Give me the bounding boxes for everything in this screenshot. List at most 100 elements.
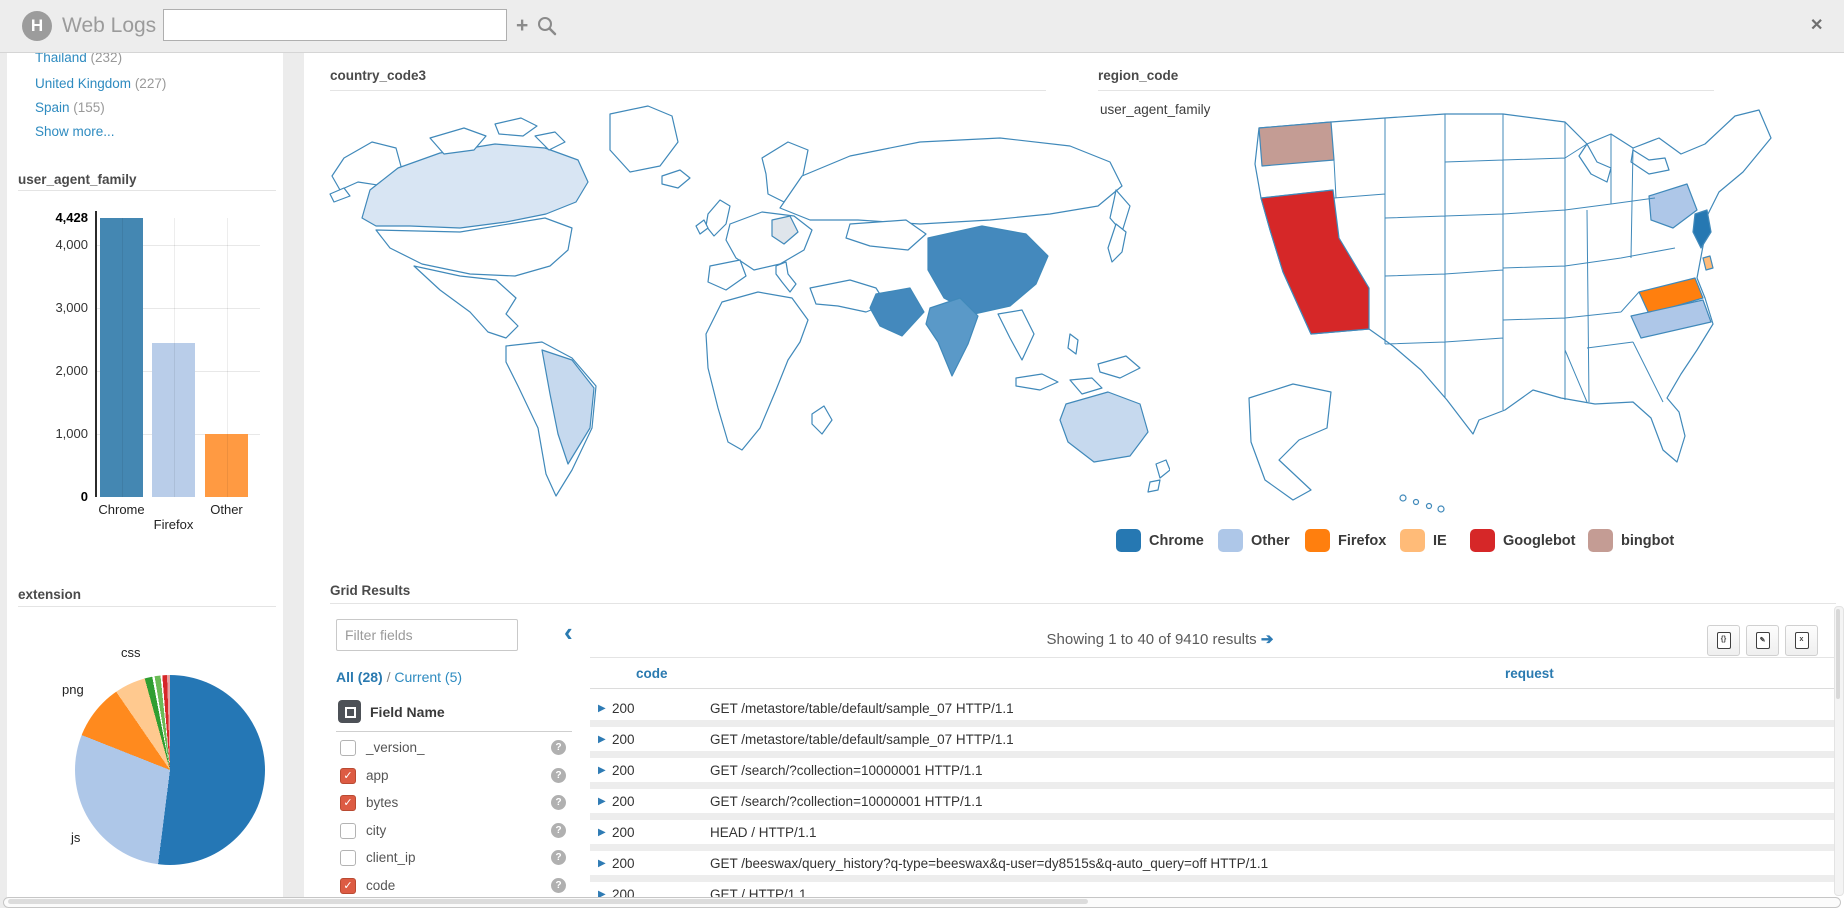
us-map[interactable] xyxy=(1235,98,1775,533)
table-row[interactable]: ▶ 200 GET /search/?collection=10000001 HTT… xyxy=(590,758,1836,789)
show-more-link[interactable]: Show more... xyxy=(35,124,115,139)
help-icon[interactable]: ? xyxy=(551,740,566,755)
field-row-bytes[interactable]: ✓ bytes? xyxy=(338,795,570,817)
show-more-label[interactable]: Show more... xyxy=(35,124,115,139)
field-row-app[interactable]: ✓ app? xyxy=(338,767,570,790)
map-great-lake xyxy=(1630,149,1670,175)
map-new-york[interactable] xyxy=(1648,183,1698,229)
map-australia[interactable] xyxy=(1059,391,1149,463)
field-row-code[interactable]: ✓ code? xyxy=(338,878,570,900)
map-california[interactable] xyxy=(1260,189,1370,335)
cell-request: GET /search/?collection=10000001 HTTP/1.… xyxy=(710,793,983,809)
map-washington[interactable] xyxy=(1258,121,1335,167)
expand-row-icon[interactable]: ▶ xyxy=(598,702,606,714)
table-row[interactable]: ▶ 200 HEAD / HTTP/1.1 xyxy=(590,820,1836,851)
field-checkbox[interactable] xyxy=(340,740,356,756)
facet-link[interactable]: United Kingdom xyxy=(35,76,132,91)
legend-swatch xyxy=(1305,529,1330,552)
field-checkbox[interactable]: ✓ xyxy=(340,878,356,894)
expand-row-icon[interactable]: ▶ xyxy=(598,764,606,776)
export-csv-button[interactable]: ✎ xyxy=(1746,625,1779,656)
help-icon[interactable]: ? xyxy=(551,850,566,866)
map-madagascar xyxy=(811,405,833,435)
map-brazil[interactable] xyxy=(541,349,595,465)
help-icon[interactable]: ? xyxy=(551,767,566,783)
search-input[interactable] xyxy=(163,9,507,41)
field-row-_version_[interactable]: _version_? xyxy=(338,740,570,762)
map-delaware[interactable] xyxy=(1702,255,1714,271)
map-canada[interactable] xyxy=(361,143,589,229)
map-uk xyxy=(705,199,731,237)
collapse-panel-icon[interactable]: ‹ xyxy=(564,617,573,647)
bar-chrome[interactable] xyxy=(100,218,143,497)
cell-request: GET /metastore/table/default/sample_07 H… xyxy=(710,700,1014,716)
divider xyxy=(330,603,1836,604)
all-fields-link[interactable]: All (28) xyxy=(336,669,383,685)
export-xls-button[interactable]: x xyxy=(1785,625,1818,656)
legend-item-ie[interactable]: IE xyxy=(1400,529,1447,552)
table-row[interactable]: ▶ 200 GET /search/?collection=10000001 HTT… xyxy=(590,789,1836,820)
bar-other[interactable] xyxy=(205,433,248,497)
expand-row-icon[interactable]: ▶ xyxy=(598,888,606,898)
table-row[interactable]: ▶ 200 GET /metastore/table/default/sample_… xyxy=(590,727,1836,758)
cell-request: GET /search/?collection=10000001 HTTP/1.… xyxy=(710,762,983,778)
legend-item-firefox[interactable]: Firefox xyxy=(1305,529,1386,552)
field-row-client_ip[interactable]: client_ip? xyxy=(338,850,570,872)
help-icon[interactable]: ? xyxy=(551,822,566,838)
export-json-button[interactable]: {} xyxy=(1707,625,1740,656)
table-row[interactable]: ▶ 200 GET /metastore/table/default/sample_… xyxy=(590,696,1836,727)
add-facet-icon[interactable]: + xyxy=(516,14,529,37)
field-checkbox[interactable]: ✓ xyxy=(340,795,356,812)
next-page-icon[interactable]: ➔ xyxy=(1260,631,1274,648)
map-virginia[interactable] xyxy=(1638,277,1704,315)
column-header-request[interactable]: request xyxy=(1505,666,1554,681)
expand-row-icon[interactable]: ▶ xyxy=(598,857,606,869)
search-icon[interactable] xyxy=(537,16,557,36)
row-separator xyxy=(590,751,1836,758)
help-icon[interactable]: ? xyxy=(551,795,566,811)
field-checkbox[interactable] xyxy=(340,850,356,867)
sidebar-scroll-gutter[interactable] xyxy=(283,52,304,908)
world-map[interactable] xyxy=(310,98,1170,536)
filter-fields-input[interactable] xyxy=(336,619,518,651)
results-table: ▶ 200 GET /metastore/table/default/sample_… xyxy=(590,696,1836,897)
legend-item-chrome[interactable]: Chrome xyxy=(1116,529,1204,552)
legend-item-googlebot[interactable]: Googlebot xyxy=(1470,529,1576,552)
table-row[interactable]: ▶ 200 GET / HTTP/1.1 xyxy=(590,882,1836,898)
field-checkbox[interactable]: ✓ xyxy=(340,767,356,784)
bar-firefox[interactable] xyxy=(152,342,195,497)
current-fields-link[interactable]: Current (5) xyxy=(394,669,463,685)
map-north-carolina[interactable] xyxy=(1630,299,1712,339)
map-india[interactable] xyxy=(925,297,979,377)
close-icon[interactable]: ✕ xyxy=(1810,17,1824,34)
divider xyxy=(18,190,276,191)
field-row-city[interactable]: city? xyxy=(338,822,570,845)
hue-logo[interactable]: H xyxy=(22,11,52,41)
facet-link[interactable]: Thailand xyxy=(35,52,87,65)
legend-swatch xyxy=(1116,529,1141,552)
legend-item-other[interactable]: Other xyxy=(1218,529,1290,552)
column-header-code[interactable]: code xyxy=(636,666,668,681)
facet-link[interactable]: Spain xyxy=(35,100,70,115)
map-new-jersey[interactable] xyxy=(1692,209,1712,249)
select-all-checkbox[interactable] xyxy=(338,700,361,723)
table-row[interactable]: ▶ 200 GET /beeswax/query_history?q-type=be… xyxy=(590,851,1836,882)
grid-results-title: Grid Results xyxy=(330,583,411,598)
field-label: _version_ xyxy=(366,740,425,755)
help-icon[interactable]: ? xyxy=(551,878,566,893)
horizontal-scrollbar[interactable] xyxy=(3,897,1841,908)
map-china[interactable] xyxy=(927,225,1049,315)
expand-row-icon[interactable]: ▶ xyxy=(598,795,606,807)
field-checkbox[interactable] xyxy=(340,822,356,839)
map-europe-country[interactable] xyxy=(771,215,799,245)
map-ireland xyxy=(695,219,709,235)
map-saudi-arabia[interactable] xyxy=(869,287,925,337)
expand-row-icon[interactable]: ▶ xyxy=(598,733,606,745)
legend-item-bingbot[interactable]: bingbot xyxy=(1588,529,1674,552)
left-scroll-gutter[interactable] xyxy=(0,52,7,908)
table-row-line: ▶ 200 GET /beeswax/query_history?q-type=be… xyxy=(590,851,1836,875)
table-vertical-scrollbar[interactable] xyxy=(1834,606,1844,896)
map-aleutians xyxy=(329,187,351,203)
expand-row-icon[interactable]: ▶ xyxy=(598,826,606,838)
